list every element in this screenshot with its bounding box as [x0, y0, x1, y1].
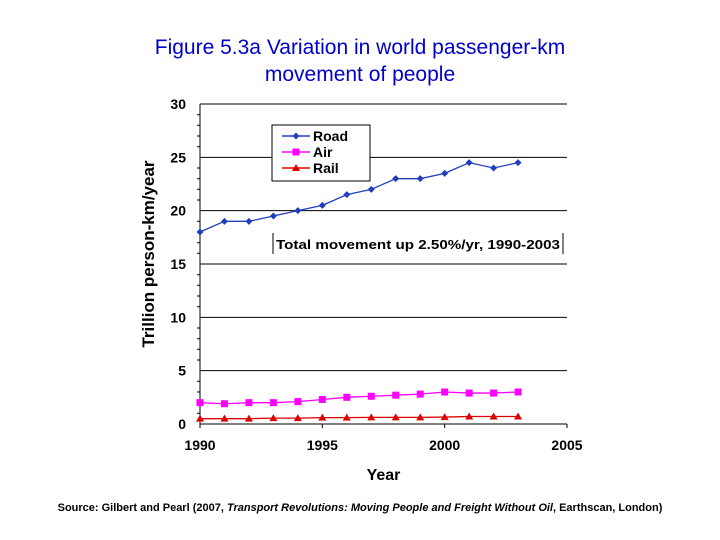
x-tick-label: 2005 [551, 437, 582, 453]
road-point [441, 169, 449, 177]
road-point [514, 159, 522, 167]
air-point [269, 399, 277, 407]
rail-point [220, 414, 229, 422]
source-prefix: Source: Gilbert and Pearl (2007, [57, 502, 227, 514]
legend-road-marker [292, 132, 300, 140]
rail-point [367, 413, 376, 421]
y-tick-label: 15 [170, 256, 186, 272]
legend-rail-marker [292, 164, 300, 171]
x-tick-label: 2000 [429, 437, 460, 453]
rail-point [318, 413, 327, 421]
air-point [514, 388, 522, 396]
y-tick-label: 25 [170, 149, 186, 165]
air-point [465, 389, 473, 397]
rail-point [244, 414, 253, 422]
legend-road-label: Road [313, 128, 348, 144]
title-line-2: movement of people [264, 63, 456, 86]
road-point [343, 191, 351, 199]
air-series-line [199, 391, 519, 405]
road-point [220, 217, 228, 225]
road-point [416, 175, 424, 183]
rail-point [489, 412, 498, 420]
air-point [196, 399, 204, 407]
legend-air-label: Air [313, 144, 333, 160]
y-tick-label: 30 [170, 96, 186, 112]
x-axis-label: Year [367, 467, 401, 484]
air-point [416, 390, 424, 398]
source-suffix: , Earthscan, London) [552, 502, 663, 514]
rail-point [465, 412, 474, 420]
y-axis-label: Trillion person-km/year [139, 160, 158, 347]
rail-point [342, 413, 351, 421]
road-series-line [199, 161, 519, 233]
source-book-title: Transport Revolutions: Moving People and… [226, 502, 553, 514]
x-tick-label: 1990 [184, 437, 215, 453]
annotation-text: Total movement up 2.50%/yr, 1990-2003 [276, 237, 560, 252]
air-point [294, 398, 302, 406]
road-point [392, 175, 400, 183]
air-point [245, 399, 253, 407]
source-note: Source: Gilbert and Pearl (2007, Transpo… [0, 502, 720, 514]
y-tick-label: 20 [170, 203, 186, 219]
air-point [441, 388, 449, 396]
rail-series-line [200, 415, 519, 420]
road-point [245, 217, 253, 225]
rail-point [514, 412, 523, 420]
title-line-1: Figure 5.3a Variation in world passenger… [154, 36, 566, 59]
road-point [196, 228, 204, 236]
air-point [318, 395, 326, 403]
legend-rail-label: Rail [313, 160, 339, 176]
legend-air-marker [292, 148, 300, 156]
road-point [367, 185, 375, 193]
road-point [294, 207, 302, 215]
y-tick-label: 0 [178, 416, 186, 432]
rail-point [391, 413, 400, 421]
air-point [343, 393, 351, 401]
road-point [318, 201, 326, 209]
road-point [269, 212, 277, 220]
rail-point [416, 413, 425, 421]
air-point [220, 400, 228, 408]
figure-title: Figure 5.3a Variation in world passenger… [0, 34, 720, 88]
x-tick-label: 1995 [307, 437, 338, 453]
air-point [367, 392, 375, 400]
road-point [465, 159, 473, 167]
rail-point [293, 414, 302, 422]
legend-box [271, 124, 371, 182]
y-tick-label: 10 [170, 309, 186, 325]
road-point [490, 164, 498, 172]
rail-point [196, 414, 204, 422]
rail-point [440, 413, 449, 421]
y-tick-label: 5 [178, 363, 186, 379]
air-point [490, 389, 498, 397]
air-point [392, 391, 400, 399]
rail-point [269, 414, 278, 422]
